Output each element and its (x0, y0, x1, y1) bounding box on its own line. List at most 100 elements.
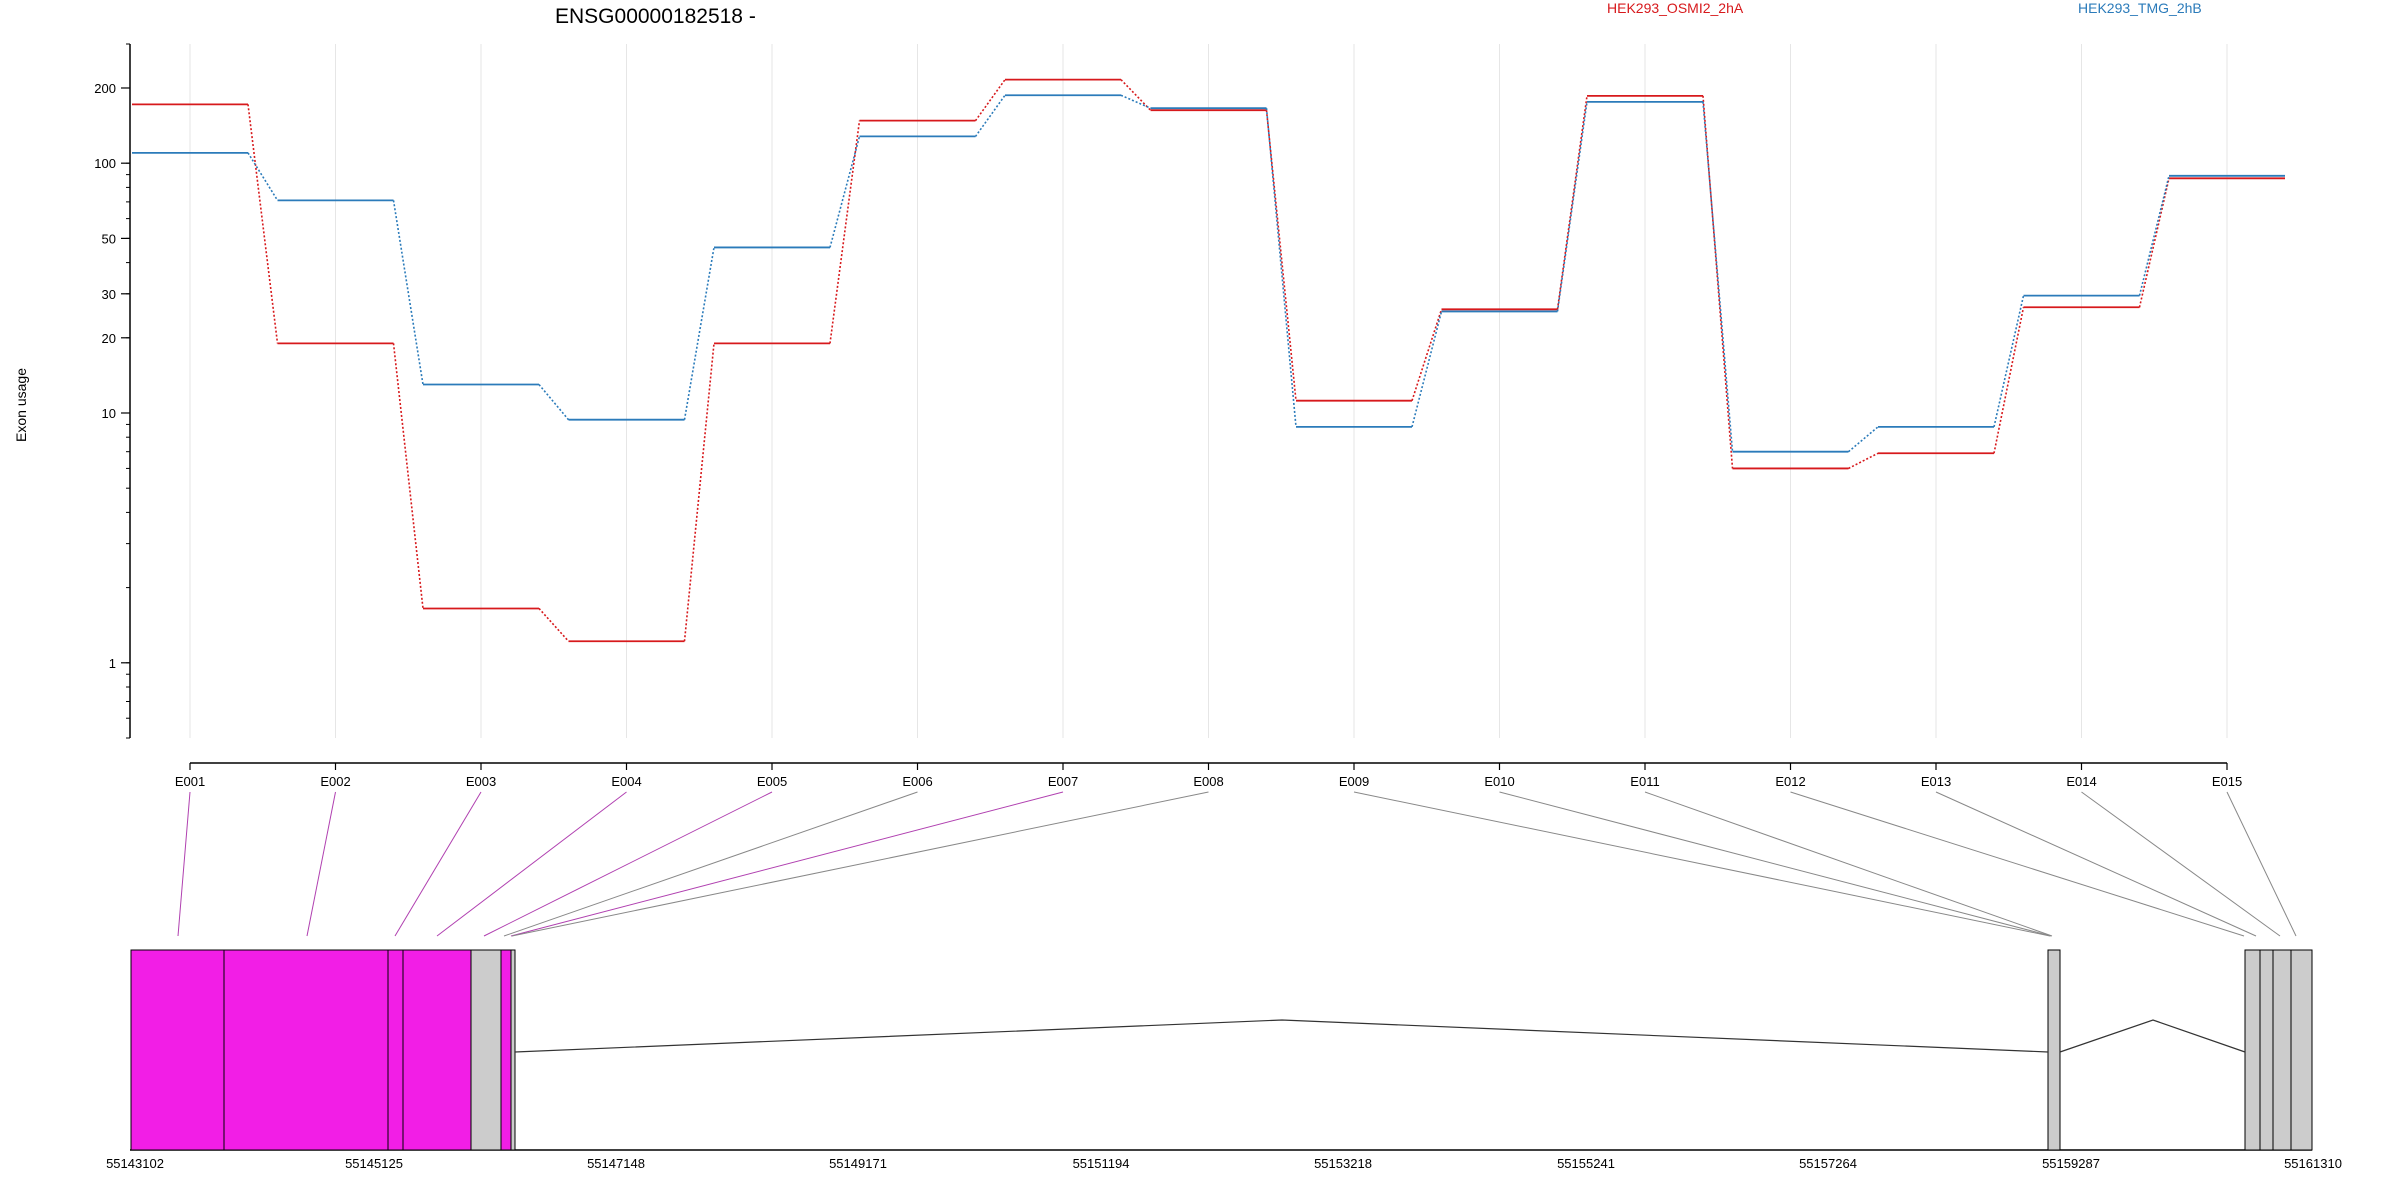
x-tick-label-e011: E011 (1630, 774, 1659, 789)
coordinate-label: 55153218 (1314, 1156, 1372, 1171)
connector-e004 (436, 791, 627, 937)
y-axis: 1 10 20 30 50 100 200 (94, 43, 131, 739)
exon-block-9 (2244, 949, 2261, 1151)
y-tick-label: 30 (102, 287, 116, 302)
exon-block-7 (510, 949, 516, 1151)
series-1-transition (2138, 175, 2170, 296)
gene-model: 55143102 55145125 55147148 55149171 55151194… (106, 949, 2342, 1171)
connector-e006 (503, 791, 918, 937)
connector-e013 (1935, 791, 2257, 937)
series-0 (132, 78, 2285, 643)
exon-connectors (177, 791, 2297, 937)
series-1-transition (1265, 108, 1297, 427)
connector-e002 (306, 791, 336, 937)
series-1 (132, 94, 2285, 453)
x-tick-label-e010: E010 (1484, 774, 1514, 789)
coordinate-label: 55161310 (2284, 1156, 2342, 1171)
x-tick-label-e013: E013 (1921, 774, 1951, 789)
coordinate-label: 55151194 (1073, 1156, 1130, 1171)
series-1-transition (1993, 295, 2025, 428)
connector-e015 (2226, 791, 2297, 937)
connector-e001 (177, 791, 191, 937)
x-tick-label-e005: E005 (757, 774, 787, 789)
x-tick-label-e004: E004 (611, 774, 641, 789)
y-tick-label: 100 (94, 156, 116, 171)
x-tick-label-e008: E008 (1193, 774, 1223, 789)
x-tick-label-e014: E014 (2066, 774, 2096, 789)
series-0-transition (974, 79, 1006, 122)
series-0-transition (392, 343, 424, 609)
x-tick-label-e007: E007 (1048, 774, 1078, 789)
intron-line (514, 1019, 2049, 1053)
connector-e011 (1644, 791, 2053, 937)
exon-block-4 (402, 949, 472, 1151)
series-1-transition (974, 94, 1006, 137)
coordinate-label: 55149171 (829, 1156, 887, 1171)
series-0-transition (1993, 307, 2025, 454)
exon-block-1 (130, 949, 225, 1151)
grid-lines (189, 44, 2228, 738)
exon-block-5 (470, 949, 502, 1151)
x-tick-label-e001: E001 (175, 774, 205, 789)
series-1-transition (829, 136, 861, 248)
series-0-transition (829, 120, 861, 344)
series-1-transition (1411, 311, 1443, 428)
y-tick-label: 1 (109, 656, 116, 671)
series-1-transition (247, 152, 279, 201)
x-tick-label-e009: E009 (1339, 774, 1369, 789)
series-0-transition (247, 104, 279, 344)
x-tick-label-e002: E002 (320, 774, 350, 789)
exon-block-3 (387, 949, 404, 1151)
x-tick-label-e006: E006 (902, 774, 932, 789)
series-0-transition (1120, 79, 1152, 111)
connector-e010 (1499, 791, 2052, 937)
exon-block-10 (2259, 949, 2274, 1151)
series-1-transition (1556, 101, 1588, 312)
y-axis-label: Exon usage (13, 368, 29, 442)
series-0-transition (683, 343, 715, 642)
connector-e009 (1353, 791, 2051, 937)
x-tick-label-e015: E015 (2212, 774, 2242, 789)
exon-block-12 (2290, 949, 2313, 1151)
series-1-transition (1847, 426, 1879, 453)
exon-block-8 (2047, 949, 2061, 1151)
legend-entry-tmg: HEK293_TMG_2hB (2078, 0, 2202, 16)
x-tick-label-e003: E003 (466, 774, 496, 789)
connector-e008 (511, 791, 1209, 937)
y-tick-label: 20 (102, 331, 116, 346)
series-0-transition (1265, 110, 1297, 401)
series-0-transition (1848, 452, 1879, 470)
y-tick-label: 50 (102, 231, 116, 246)
intron-line (2059, 1019, 2246, 1053)
coordinate-label: 55145125 (345, 1156, 403, 1171)
connector-e007 (510, 791, 1064, 937)
exon-block-11 (2272, 949, 2292, 1151)
series-1-transition (1702, 101, 1734, 452)
series-layer (132, 78, 2285, 643)
x-tick-label-e012: E012 (1775, 774, 1805, 789)
chart-title: ENSG00000182518 - (555, 5, 756, 28)
connector-e005 (483, 791, 773, 937)
series-1-transition (392, 200, 424, 385)
coordinate-label: 55143102 (106, 1156, 164, 1171)
series-1-transition (1120, 94, 1151, 109)
coordinate-label: 55147148 (587, 1156, 645, 1171)
series-1-transition (683, 247, 715, 420)
legend-entry-osmi2: HEK293_OSMI2_2hA (1607, 0, 1744, 16)
y-tick-label: 10 (102, 406, 116, 421)
connector-e012 (1790, 791, 2245, 937)
exon-block-6 (500, 949, 512, 1151)
coordinate-label: 55157264 (1799, 1156, 1857, 1171)
y-tick-label: 200 (94, 81, 116, 96)
x-axis: E001 E002 E003 E004 E005 E006 E007 E008 E009 E010… (175, 762, 2242, 789)
connector-e003 (394, 791, 482, 937)
exon-block-2 (223, 949, 389, 1151)
coordinate-label: 55159287 (2042, 1156, 2100, 1171)
series-0-transition (2138, 178, 2170, 308)
series-0-transition (538, 607, 570, 642)
series-0-transition (1411, 309, 1443, 401)
connector-e014 (2081, 791, 2281, 937)
coordinate-label: 55155241 (1557, 1156, 1615, 1171)
series-1-transition (538, 384, 570, 421)
